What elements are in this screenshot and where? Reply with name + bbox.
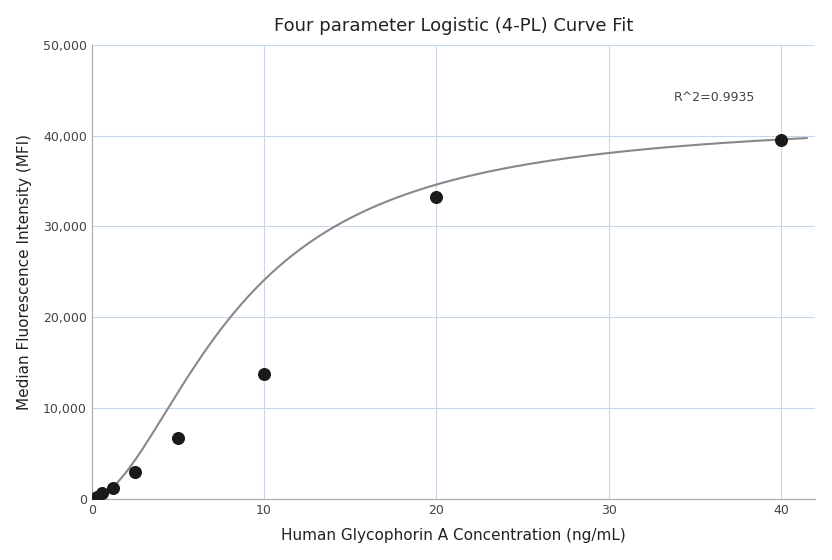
Y-axis label: Median Fluorescence Intensity (MFI): Median Fluorescence Intensity (MFI) (17, 134, 32, 410)
Point (91, 492, 104, 501)
Point (171, 433, 185, 442)
Point (106, 484, 120, 493)
Point (96, 488, 109, 497)
Title: Four parameter Logistic (4-PL) Curve Fit: Four parameter Logistic (4-PL) Curve Fit (274, 17, 633, 35)
Point (257, 370, 270, 379)
Point (429, 193, 443, 202)
Point (775, 136, 788, 144)
Text: R^2=0.9935: R^2=0.9935 (674, 91, 755, 104)
Point (128, 468, 141, 477)
X-axis label: Human Glycophorin A Concentration (ng/mL): Human Glycophorin A Concentration (ng/mL… (281, 528, 626, 543)
